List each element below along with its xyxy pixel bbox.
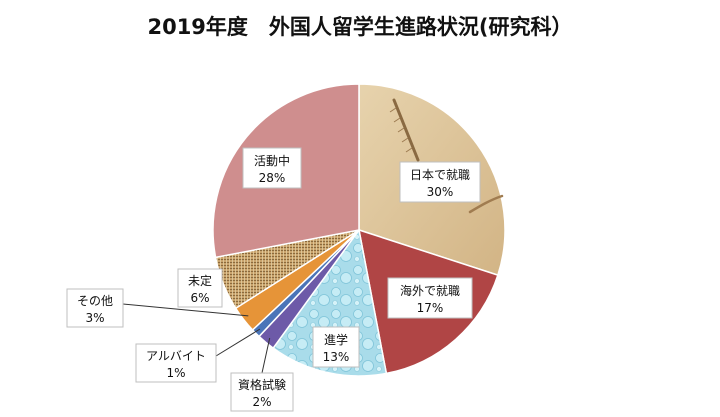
fossil-texture [389, 98, 504, 214]
leader-line-4 [215, 328, 261, 357]
slice-label: 活動中 [254, 153, 290, 168]
data-label-box [399, 161, 481, 203]
slice-percent: 17% [417, 301, 444, 315]
data-label-box [242, 147, 302, 189]
data-label-box [66, 288, 124, 328]
data-label-box [230, 372, 294, 412]
data-label-box [135, 343, 217, 383]
slice-label: 日本で就職 [410, 168, 470, 182]
slice-percent: 28% [259, 171, 286, 185]
data-label-box [387, 277, 473, 319]
slice-percent: 3% [85, 311, 104, 325]
slice-label: 未定 [188, 273, 212, 288]
slice-label: 資格試験 [238, 377, 286, 392]
data-label-box [177, 268, 223, 308]
slice-label: その他 [77, 294, 113, 308]
slice-percent: 2% [252, 395, 271, 409]
slice-percent: 6% [190, 291, 209, 305]
slice-percent: 1% [166, 366, 185, 380]
data-label-box [312, 326, 360, 368]
slice-label: 海外で就職 [400, 283, 460, 298]
leader-line-5 [122, 303, 249, 317]
chart-title: 2019年度 外国人留学生進路状況(研究科） [147, 15, 572, 39]
slice-percent: 30% [427, 185, 454, 199]
slice-label: アルバイト [146, 349, 206, 363]
leader-line-3 [261, 337, 271, 374]
slice-label: 進学 [324, 332, 348, 347]
slice-percent: 13% [323, 350, 350, 364]
